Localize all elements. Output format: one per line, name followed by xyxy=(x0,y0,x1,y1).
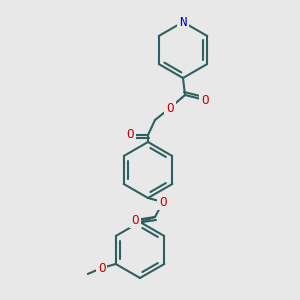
Text: O: O xyxy=(131,214,139,226)
Text: O: O xyxy=(98,262,106,275)
Text: O: O xyxy=(201,94,209,106)
Text: O: O xyxy=(159,196,167,208)
Text: O: O xyxy=(126,128,134,142)
Text: N: N xyxy=(179,16,187,28)
Text: O: O xyxy=(166,101,174,115)
